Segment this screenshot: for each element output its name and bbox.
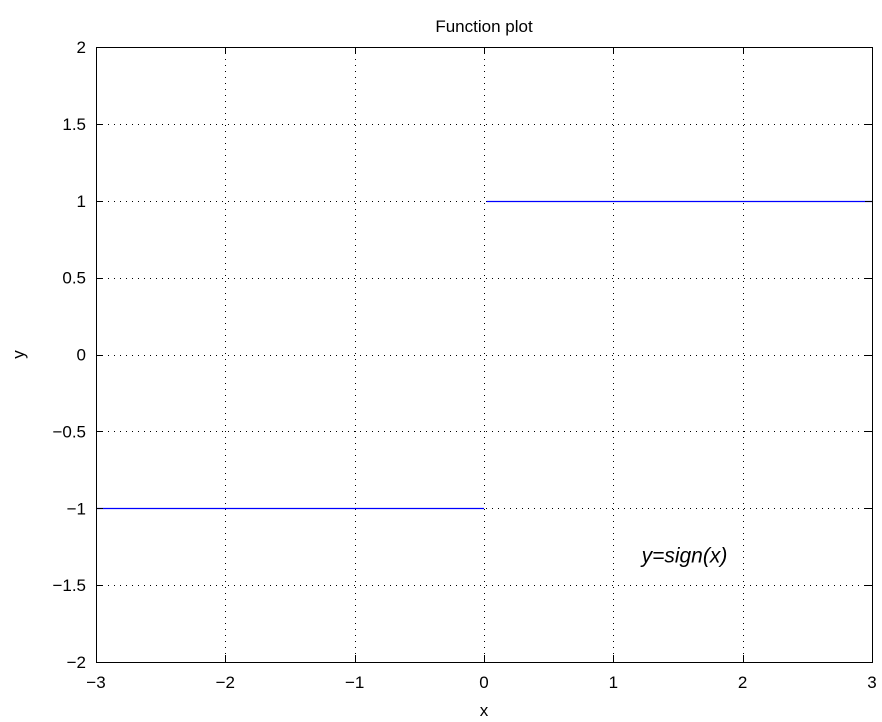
- grid-lines: [96, 47, 872, 662]
- y-tick-label: 1: [77, 192, 86, 211]
- y-tick-label: −2: [67, 653, 86, 672]
- x-tick-label: 1: [609, 673, 618, 692]
- x-tick-label: 0: [479, 673, 488, 692]
- x-tick-label: −1: [345, 673, 364, 692]
- y-tick-label: −0.5: [52, 422, 86, 441]
- series-layer: [96, 200, 872, 510]
- tick-marks: [96, 47, 873, 663]
- y-tick-labels: −2 −1.5 −1 −0.5 0 0.5 1 1.5 2: [52, 38, 86, 672]
- y-tick-label: −1: [67, 499, 86, 518]
- y-tick-label: 0.5: [62, 269, 86, 288]
- y-tick-label: 0: [77, 346, 86, 365]
- x-axis-label: x: [480, 701, 489, 720]
- annotation-text: y=sign(x): [640, 544, 728, 567]
- annotations: y=sign(x): [640, 544, 728, 567]
- y-tick-label: −1.5: [52, 576, 86, 595]
- x-tick-label: −3: [86, 673, 105, 692]
- x-tick-label: 3: [867, 673, 876, 692]
- y-tick-label: 2: [77, 38, 86, 57]
- chart-title: Function plot: [435, 17, 533, 36]
- x-tick-labels: −3 −2 −1 0 1 2 3: [86, 673, 876, 692]
- x-tick-label: −2: [216, 673, 235, 692]
- y-tick-label: 1.5: [62, 115, 86, 134]
- x-tick-label: 2: [738, 673, 747, 692]
- y-axis-label: y: [9, 350, 28, 359]
